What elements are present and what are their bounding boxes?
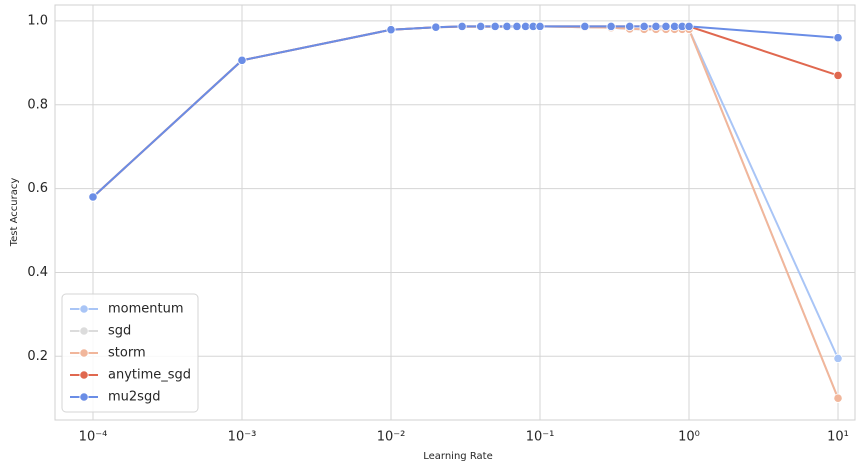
y-tick-label: 0.8 xyxy=(27,97,48,112)
data-point xyxy=(457,21,467,31)
data-point xyxy=(88,192,98,202)
legend-label: anytime_sgd xyxy=(108,368,191,383)
data-point xyxy=(606,21,616,31)
x-tick-label: 10⁰ xyxy=(678,430,700,445)
y-tick-label: 0.2 xyxy=(27,349,48,364)
data-point xyxy=(651,21,661,31)
legend: momentum sgd storm anytime_sgd mu2sgd xyxy=(61,293,199,413)
data-point xyxy=(833,353,843,363)
x-tick-label: 10⁻¹ xyxy=(526,430,555,445)
legend-label: momentum xyxy=(108,302,184,317)
data-point xyxy=(625,21,635,31)
y-tick-label: 0.6 xyxy=(27,181,48,196)
legend-marker xyxy=(79,348,89,358)
data-point xyxy=(833,393,843,403)
data-point xyxy=(833,70,843,81)
x-tick-label: 10⁻² xyxy=(377,430,406,445)
legend-label: sgd xyxy=(108,324,131,339)
y-tick-label: 1.0 xyxy=(27,13,48,28)
data-point xyxy=(833,33,843,43)
legend-marker xyxy=(79,392,89,402)
data-point xyxy=(237,55,247,65)
legend-label: storm xyxy=(108,346,146,361)
data-point xyxy=(661,21,671,31)
data-point xyxy=(520,21,531,31)
data-point xyxy=(502,21,512,31)
data-point xyxy=(684,21,694,31)
data-point xyxy=(490,21,500,31)
y-tick-label: 0.4 xyxy=(27,265,48,280)
legend-marker xyxy=(79,370,89,380)
data-point xyxy=(476,21,486,31)
y-axis-label: Test Accuracy xyxy=(9,178,20,248)
data-point xyxy=(512,21,522,31)
legend-label: mu2sgd xyxy=(108,390,160,405)
x-tick-label: 10⁻⁴ xyxy=(79,430,108,445)
legend-marker xyxy=(79,326,89,336)
lines xyxy=(88,21,843,403)
data-point xyxy=(669,21,680,31)
x-tick-label: 10¹ xyxy=(827,430,849,445)
data-point xyxy=(580,21,590,31)
data-point xyxy=(535,21,545,31)
legend-marker xyxy=(79,304,89,314)
x-tick-label: 10⁻³ xyxy=(228,430,257,445)
data-point xyxy=(639,21,649,31)
data-point xyxy=(431,22,441,32)
data-point xyxy=(386,25,396,35)
x-axis-label: Learning Rate xyxy=(423,451,493,462)
legend-box xyxy=(61,293,199,413)
